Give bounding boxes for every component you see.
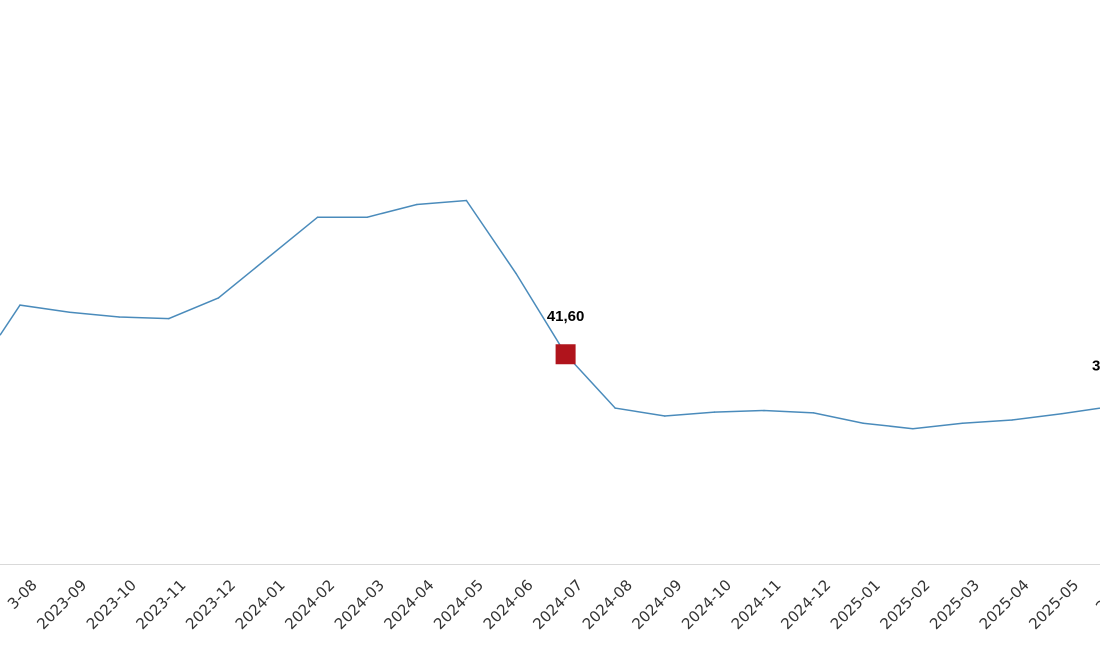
x-tick-labels: 3-082023-092023-102023-112023-122024-012…: [4, 576, 1100, 633]
series-points: [19, 199, 1063, 430]
x-tick-label: 2023-10: [83, 576, 140, 633]
x-tick-label: 2024-08: [579, 576, 636, 633]
x-tick-label: 2024-09: [628, 576, 685, 633]
x-tick-label: 2023-12: [182, 576, 239, 633]
data-point-2025-03: [961, 422, 964, 424]
x-tick-label: 2024-02: [281, 576, 338, 633]
highlight-marker: [555, 344, 576, 365]
data-point-2024-11: [763, 409, 765, 412]
x-tick-label: 2024-11: [728, 576, 785, 633]
data-point-2024-10: [713, 411, 716, 413]
data-point-2024-08: [614, 407, 616, 409]
data-point-2024-06: [515, 272, 517, 275]
x-tick-label: 2024-07: [529, 576, 586, 633]
highlight-data-label: 41,60: [547, 308, 585, 325]
x-tick-label: 2025-04: [976, 576, 1033, 633]
x-tick-label: 2024-12: [777, 576, 834, 633]
x-tick-label: 2024-06: [480, 576, 537, 633]
x-tick-label: 2025-03: [926, 576, 983, 633]
x-tick-label: 2024-01: [232, 576, 289, 633]
x-tick-label: 2024-05: [430, 576, 487, 633]
data-point-2024-09: [664, 415, 666, 417]
data-point-2023-09: [68, 311, 71, 314]
x-tick-label: 2025-05: [1025, 576, 1082, 633]
x-tick-label: 2025: [1092, 576, 1100, 616]
data-point-2024-04: [416, 203, 418, 206]
x-tick-label: 2024-04: [380, 576, 437, 633]
data-point-2025-01: [862, 422, 864, 424]
data-point-2024-05: [465, 199, 468, 202]
x-tick-label: 2025-01: [827, 576, 884, 633]
x-tick-label: 3-08: [4, 576, 41, 613]
edge-data-label: 3: [1092, 358, 1100, 375]
series-line: [0, 199, 1100, 430]
data-point-2023-12: [217, 297, 220, 299]
data-point-2025-04: [1011, 419, 1013, 421]
x-tick-label: 2024-03: [331, 576, 388, 633]
data-point-2023-10: [118, 316, 120, 318]
data-point-2024-03: [366, 216, 369, 218]
data-point-2024-01: [267, 256, 269, 259]
data-point-2025-02: [912, 427, 914, 430]
x-tick-label: 2023-11: [132, 576, 189, 633]
data-point-2025-05: [1060, 412, 1063, 415]
data-point-2024-12: [812, 412, 815, 414]
data-point-2023-11: [168, 317, 170, 320]
x-tick-label: 2024-10: [678, 576, 735, 633]
x-tick-label: 2025-02: [876, 576, 933, 633]
data-point-2023-08: [19, 304, 21, 306]
data-point-2024-02: [316, 216, 319, 218]
x-tick-label: 2023-09: [33, 576, 90, 633]
